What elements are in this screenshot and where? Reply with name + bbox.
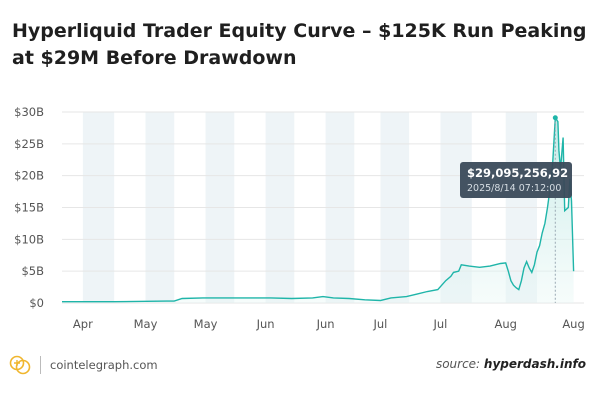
equity-area <box>62 117 574 303</box>
peak-marker <box>552 115 558 303</box>
y-tick-label: $25B <box>14 137 44 151</box>
chart-title: Hyperliquid Trader Equity Curve – $125K … <box>12 20 587 69</box>
source-site[interactable]: hyperdash.info <box>483 357 586 371</box>
tooltip-time: 2025/8/14 07:12:00 <box>467 183 561 194</box>
x-tick-label: Aug <box>494 317 516 331</box>
tooltip-box <box>460 162 572 198</box>
y-axis: $0 $5B $10B $15B $20B $25B $30B <box>14 105 44 310</box>
y-tick-label: $10B <box>14 232 44 246</box>
x-tick-label: Jul <box>372 317 387 331</box>
footer-divider <box>40 356 41 374</box>
peak-point <box>552 115 558 121</box>
x-tick-label: Jul <box>433 317 448 331</box>
source-credit: source: hyperdash.info <box>436 357 586 371</box>
cointelegraph-logo-icon <box>8 354 32 376</box>
source-prefix: source: <box>435 357 481 371</box>
x-tick-label: Apr <box>73 317 93 331</box>
x-tick-label: Aug <box>562 317 584 331</box>
tooltip-value: $29,095,256,92 <box>467 166 568 180</box>
y-tick-label: $30B <box>14 105 44 119</box>
x-axis: Apr May May Jun Jun Jul Jul Aug Aug <box>73 317 585 331</box>
y-tick-label: $5B <box>21 264 44 278</box>
equity-line <box>62 115 575 303</box>
x-tick-label: Jun <box>316 317 335 331</box>
y-tick-label: $0 <box>29 296 44 310</box>
x-tick-label: May <box>134 317 158 331</box>
brand-link[interactable]: cointelegraph.com <box>50 358 158 372</box>
y-tick-label: $15B <box>14 201 44 215</box>
peak-tooltip: $29,095,256,92 2025/8/14 07:12:00 <box>460 162 572 198</box>
x-tick-label: May <box>194 317 218 331</box>
y-tick-label: $20B <box>14 169 44 183</box>
x-tick-label: Jun <box>256 317 275 331</box>
